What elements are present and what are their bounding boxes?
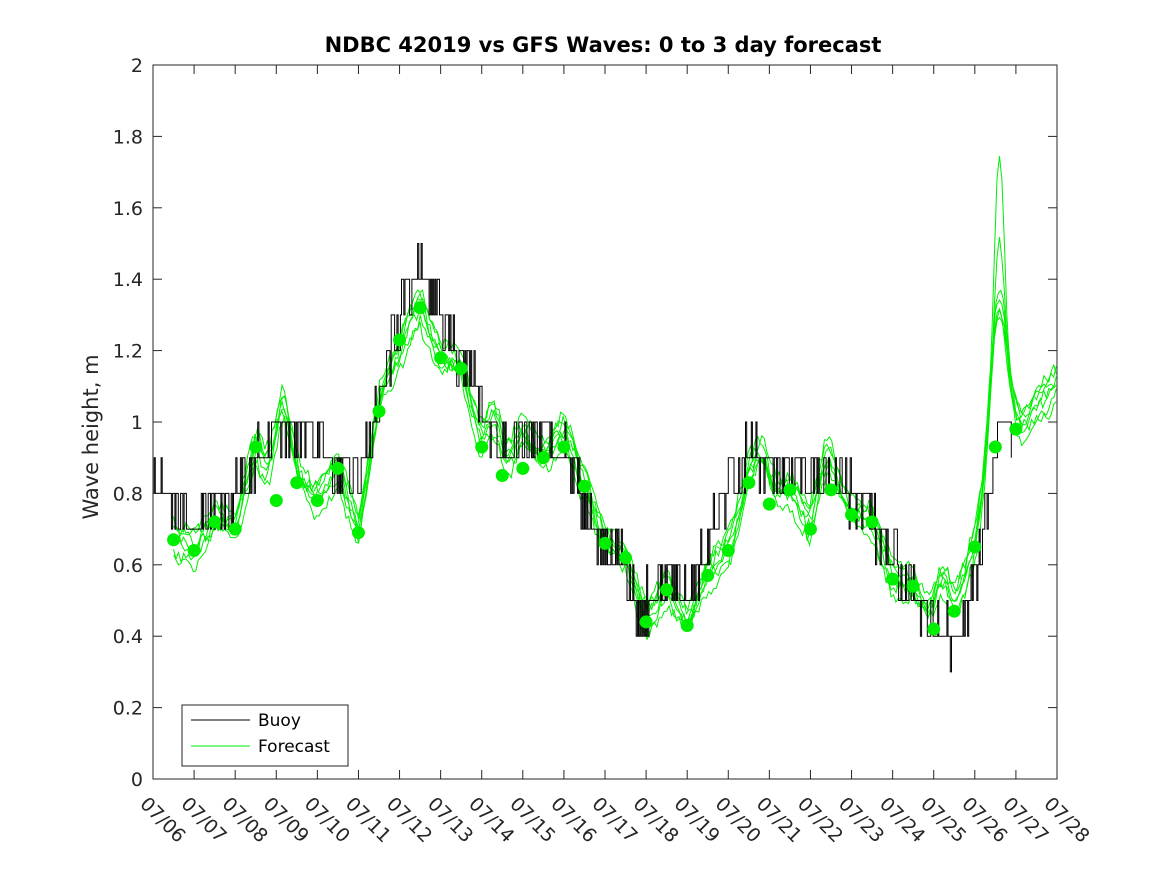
forecast-point <box>619 551 633 565</box>
y-tick-label: 1 <box>131 412 143 434</box>
forecast-point <box>269 494 283 508</box>
forecast-point <box>290 476 304 490</box>
forecast-point <box>660 583 674 597</box>
chart-title: NDBC 42019 vs GFS Waves: 0 to 3 day fore… <box>325 33 882 57</box>
legend-box <box>181 704 349 767</box>
forecast-point <box>495 469 509 483</box>
y-tick-label: 1.8 <box>113 126 143 148</box>
forecast-point <box>988 440 1002 454</box>
forecast-point <box>331 461 345 475</box>
y-tick-label: 0.6 <box>113 555 143 577</box>
y-tick-label: 2 <box>131 55 143 77</box>
forecast-point <box>742 476 756 490</box>
forecast-point <box>557 440 571 454</box>
forecast-point <box>762 497 776 511</box>
forecast-point <box>639 615 653 629</box>
forecast-point <box>680 618 694 632</box>
forecast-point <box>598 536 612 550</box>
forecast-point <box>947 604 961 618</box>
forecast-point <box>187 544 201 558</box>
y-tick-label: 0.8 <box>113 483 143 505</box>
legend-forecast-label: Forecast <box>258 737 330 757</box>
forecast-point <box>865 515 879 529</box>
forecast-point <box>927 622 941 636</box>
forecast-point <box>701 569 715 583</box>
y-tick-label: 1.2 <box>113 341 143 363</box>
y-tick-label: 1.6 <box>113 198 143 220</box>
forecast-point <box>824 483 838 497</box>
forecast-point <box>228 522 242 536</box>
buoy-line <box>153 243 1012 673</box>
forecast-point <box>372 404 386 418</box>
forecast-point <box>536 451 550 465</box>
forecast-point <box>803 522 817 536</box>
forecast-point <box>249 440 263 454</box>
forecast-point <box>968 540 982 554</box>
y-tick-label: 0.4 <box>113 626 143 648</box>
forecast-point <box>721 544 735 558</box>
forecast-point <box>783 483 797 497</box>
legend: Buoy Forecast <box>181 704 349 767</box>
y-axis-label: Wave height, m <box>79 354 103 519</box>
forecast-point <box>906 579 920 593</box>
y-axis: 0 0.2 0.4 0.6 0.8 1 1.2 1.4 1.6 1.8 2 <box>113 55 1057 791</box>
forecast-point <box>393 333 407 347</box>
forecast-point <box>845 508 859 522</box>
forecast-point <box>434 351 448 365</box>
forecast-point <box>1009 422 1023 436</box>
forecast-point <box>475 440 489 454</box>
forecast-point <box>208 515 222 529</box>
buoy-series <box>153 243 1012 673</box>
forecast-point <box>413 301 427 315</box>
y-tick-label: 0 <box>131 769 143 791</box>
y-tick-label: 0.2 <box>113 698 143 720</box>
plot-area <box>152 64 1058 780</box>
y-tick-label: 1.4 <box>113 269 143 291</box>
forecast-markers <box>167 301 1023 636</box>
forecast-point <box>310 494 324 508</box>
forecast-point <box>577 479 591 493</box>
forecast-point <box>516 461 530 475</box>
forecast-point <box>454 361 468 375</box>
forecast-point <box>351 526 365 540</box>
forecast-point <box>886 572 900 586</box>
legend-buoy-label: Buoy <box>258 711 301 731</box>
forecast-point <box>167 533 181 547</box>
